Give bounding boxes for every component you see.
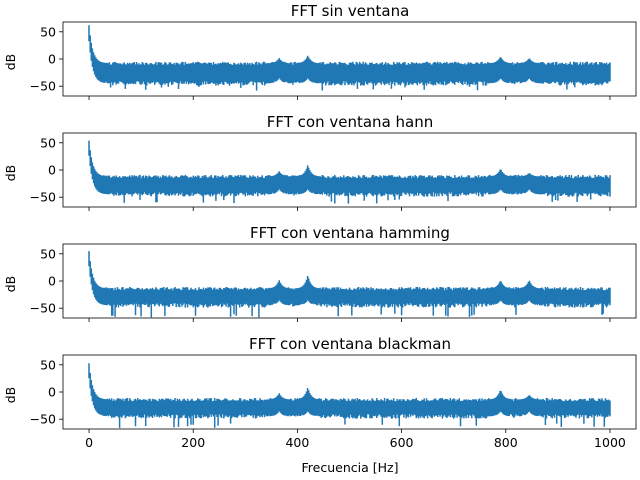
panel-3-series-line [88, 251, 611, 318]
panel-2-ylabel: dB [3, 165, 18, 182]
panel-1-title: FFT sin ventana [291, 2, 410, 20]
panel-1-ylabel: dB [3, 54, 18, 71]
panel-2: FFT con ventana hann dB 50 0 −50 [3, 113, 637, 211]
panel-1-ytick-label-50: 50 [40, 24, 56, 39]
panel-2-ytick-label--50: −50 [30, 190, 56, 205]
panel-4-xtick-label-800: 800 [494, 435, 518, 450]
panel-3-title: FFT con ventana hamming [250, 224, 450, 242]
panel-4: FFT con ventana blackman dB Frecuencia [… [3, 335, 637, 475]
panel-2-frame [62, 132, 637, 208]
panel-3-ytick-label-0: 0 [48, 274, 56, 289]
panel-3-ylabel: dB [3, 276, 18, 293]
panel-2-ytick-label-0: 0 [48, 163, 56, 178]
panel-2-ytick-label-50: 50 [40, 135, 56, 150]
panel-1-ytick-label-0: 0 [48, 52, 56, 67]
panel-1: FFT sin ventana dB 50 0 −50 [3, 2, 637, 100]
panel-4-ytick-label-50: 50 [40, 357, 56, 372]
panel-4-xtick-label-400: 400 [285, 435, 309, 450]
panel-4-series-line [88, 363, 611, 428]
panel-4-ytick-label--50: −50 [30, 412, 56, 427]
panel-4-ytick-label-0: 0 [48, 385, 56, 400]
panel-3-ytick-label--50: −50 [30, 301, 56, 316]
panel-2-title: FFT con ventana hann [267, 113, 434, 131]
panel-2-series-line [88, 140, 611, 204]
panel-3-ytick-label-50: 50 [40, 246, 56, 261]
panel-3: FFT con ventana hamming dB 50 0 −50 [3, 224, 637, 322]
panel-4-title: FFT con ventana blackman [249, 335, 451, 353]
panel-1-series-line [88, 25, 611, 91]
panel-4-xlabel: Frecuencia [Hz] [302, 460, 399, 475]
panel-1-frame [62, 21, 637, 97]
panel-4-xtick-label-200: 200 [181, 435, 205, 450]
panel-4-ylabel: dB [3, 387, 18, 404]
panel-4-xtick-label-600: 600 [390, 435, 414, 450]
panel-1-ytick-label--50: −50 [30, 79, 56, 94]
panel-4-xtick-label-1000: 1000 [594, 435, 626, 450]
panel-4-xtick-label-0: 0 [85, 435, 93, 450]
